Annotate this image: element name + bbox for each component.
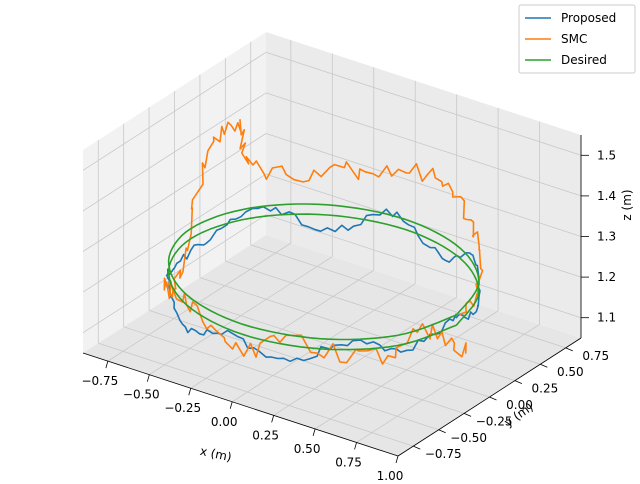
z-tick-label-0: 1.1 xyxy=(597,311,616,325)
x-tick-label-4: 0.25 xyxy=(252,428,279,442)
x-tick-label-6: 0.75 xyxy=(335,455,362,469)
y-tick-label-2: −0.25 xyxy=(476,414,513,428)
y-tick-mark-6 xyxy=(565,347,573,352)
x-tick-label-0: −0.75 xyxy=(81,374,118,388)
legend-label-desired: Desired xyxy=(561,53,607,67)
grid-z-left-2 xyxy=(82,133,267,252)
grid-y-floor-4 xyxy=(199,277,516,381)
grid-z-left-4 xyxy=(82,51,267,171)
grid-y-floor-0 xyxy=(98,342,414,447)
z-tick-label-1: 1.2 xyxy=(597,270,616,284)
x-axis-line xyxy=(82,352,399,457)
y-tick-label-1: −0.50 xyxy=(450,431,487,445)
x-tick-label-3: 0.00 xyxy=(211,415,238,429)
grid-z-back-3 xyxy=(265,92,582,197)
grid-z-left-0 xyxy=(82,214,267,334)
y-tick-mark-1 xyxy=(438,429,446,434)
x-tick-label-5: 0.50 xyxy=(294,442,321,456)
z-tick-label-3: 1.4 xyxy=(597,189,616,203)
series-line-desired xyxy=(167,213,480,351)
legend: Proposed SMC Desired xyxy=(518,4,636,74)
grid-y-floor-6 xyxy=(250,244,566,349)
x-tick-mark-5 xyxy=(312,428,316,437)
x-tick-mark-0 xyxy=(105,361,109,369)
series-lines xyxy=(163,119,484,365)
x-tick-label-7: 1.00 xyxy=(377,469,404,480)
z-tick-label-2: 1.3 xyxy=(597,230,616,244)
y-tick-label-5: 0.50 xyxy=(557,365,584,379)
legend-label-smc: SMC xyxy=(561,32,587,46)
x-tick-mark-4 xyxy=(271,415,275,423)
y-tick-label-4: 0.25 xyxy=(532,382,559,396)
grid-lines xyxy=(82,40,582,457)
x-tick-label-2: −0.25 xyxy=(164,401,201,415)
x-axis-label: x (m) xyxy=(199,444,233,464)
z-axis-label: z (m) xyxy=(620,189,634,220)
x-tick-mark-1 xyxy=(146,374,150,382)
grid-z-back-0 xyxy=(265,214,582,319)
y-tick-mark-5 xyxy=(540,363,548,368)
y-tick-label-0: −0.75 xyxy=(425,447,462,461)
x-tick-label-1: −0.50 xyxy=(123,388,160,402)
grid-z-back-4 xyxy=(265,51,582,156)
tick-labels: −0.75 −0.50 −0.25 0.00 0.25 0.50 0.75 1.00 −0.75… xyxy=(81,148,616,483)
x-tick-mark-2 xyxy=(188,388,192,396)
grid-z-left-3 xyxy=(82,92,267,212)
y-tick-label-6: 0.75 xyxy=(582,349,609,363)
x-tick-mark-7 xyxy=(395,455,399,464)
y-tick-mark-4 xyxy=(514,380,523,384)
x-tick-mark-6 xyxy=(354,442,357,450)
series-line-desired-upper xyxy=(167,203,480,341)
grid-z-back-2 xyxy=(265,133,582,237)
y-tick-mark-0 xyxy=(413,445,421,450)
series-line-smc xyxy=(163,119,484,365)
grid-y-floor-5 xyxy=(225,260,541,365)
legend-label-proposed: Proposed xyxy=(561,11,616,25)
x-tick-mark-3 xyxy=(229,401,233,409)
grid-y-floor-1 xyxy=(123,326,439,431)
grid-z-left-1 xyxy=(82,173,267,293)
grid-y-floor-2 xyxy=(148,310,465,414)
legend-frame xyxy=(518,4,636,74)
y-tick-label-3: 0.00 xyxy=(506,398,533,412)
z-tick-label-4: 1.5 xyxy=(597,148,616,162)
y-tick-mark-3 xyxy=(489,396,497,401)
y-tick-mark-2 xyxy=(463,413,472,417)
